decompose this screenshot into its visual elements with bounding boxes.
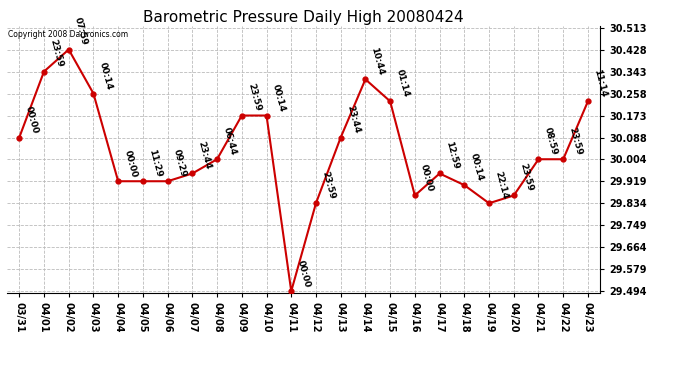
Text: 01:14: 01:14 [394,69,411,99]
Text: 23:59: 23:59 [246,82,262,113]
Text: 08:59: 08:59 [542,126,559,156]
Text: 12:59: 12:59 [444,141,460,171]
Text: 23:44: 23:44 [197,141,213,171]
Text: 06:44: 06:44 [221,126,237,156]
Text: 23:59: 23:59 [320,170,336,201]
Text: 07:59: 07:59 [73,16,89,47]
Text: 11:29: 11:29 [147,148,164,178]
Text: 00:00: 00:00 [419,163,435,193]
Text: 22:14: 22:14 [493,170,509,201]
Text: 09:29: 09:29 [172,148,188,178]
Text: 00:00: 00:00 [23,105,39,135]
Text: 23:59: 23:59 [48,39,64,69]
Text: Copyright 2008 Dartronics.com: Copyright 2008 Dartronics.com [8,30,128,39]
Text: 23:44: 23:44 [345,105,361,135]
Text: 00:00: 00:00 [295,259,311,288]
Text: 11:14: 11:14 [592,68,609,99]
Text: 10:44: 10:44 [370,46,386,76]
Text: 00:14: 00:14 [469,153,484,182]
Text: 00:00: 00:00 [122,149,138,178]
Title: Barometric Pressure Daily High 20080424: Barometric Pressure Daily High 20080424 [144,10,464,25]
Text: 00:14: 00:14 [270,83,287,113]
Text: 23:59: 23:59 [518,163,534,193]
Text: 23:59: 23:59 [567,126,584,156]
Text: 00:14: 00:14 [97,61,114,91]
